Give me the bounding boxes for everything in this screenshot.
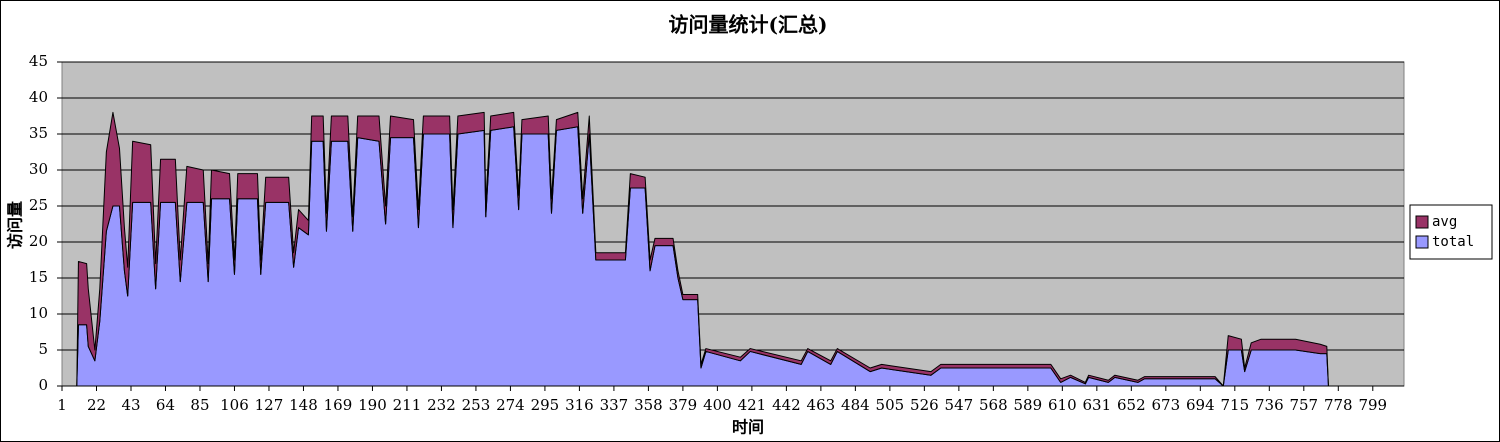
- x-tick-label: 358: [634, 396, 663, 414]
- y-tick-label: 35: [29, 124, 48, 142]
- x-tick-label: 169: [324, 396, 353, 414]
- y-tick-label: 20: [29, 232, 48, 250]
- x-tick-label: 589: [1014, 396, 1043, 414]
- x-tick-label: 715: [1220, 396, 1249, 414]
- x-tick-label: 211: [393, 396, 422, 414]
- x-tick-label: 757: [1289, 396, 1318, 414]
- y-axis-title: 访问量: [6, 201, 25, 249]
- x-tick-label: 484: [841, 396, 870, 414]
- legend-label: total: [1432, 234, 1474, 250]
- x-tick-label: 631: [1083, 396, 1112, 414]
- x-tick-label: 106: [220, 396, 249, 414]
- x-tick-label: 442: [772, 396, 801, 414]
- x-tick-label: 43: [121, 396, 140, 414]
- x-axis-title: 时间: [732, 418, 764, 437]
- x-tick-label: 610: [1048, 396, 1077, 414]
- y-tick-label: 40: [29, 88, 48, 106]
- x-tick-label: 400: [703, 396, 732, 414]
- x-tick-label: 778: [1324, 396, 1353, 414]
- legend-swatch: [1415, 215, 1429, 229]
- x-tick-label: 463: [807, 396, 836, 414]
- x-tick-label: 694: [1186, 396, 1215, 414]
- x-tick-label: 652: [1117, 396, 1146, 414]
- x-tick-label: 295: [531, 396, 560, 414]
- x-tick-label: 85: [190, 396, 209, 414]
- x-tick-label: 274: [496, 396, 525, 414]
- x-tick-label: 148: [289, 396, 318, 414]
- x-tick-label: 1: [57, 396, 67, 414]
- x-tick-label: 316: [565, 396, 594, 414]
- legend-swatch: [1415, 235, 1429, 249]
- y-tick-label: 45: [29, 52, 48, 70]
- x-tick-label: 547: [945, 396, 974, 414]
- x-tick-label: 799: [1358, 396, 1387, 414]
- legend-box: [1409, 204, 1493, 260]
- x-tick-label: 253: [462, 396, 491, 414]
- x-tick-label: 673: [1152, 396, 1181, 414]
- x-tick-label: 421: [738, 396, 767, 414]
- x-tick-label: 22: [87, 396, 106, 414]
- y-tick-label: 0: [38, 376, 48, 394]
- y-tick-label: 30: [29, 160, 48, 178]
- y-tick-label: 25: [29, 196, 48, 214]
- x-tick-label: 232: [427, 396, 456, 414]
- x-tick-label: 505: [876, 396, 905, 414]
- y-tick-label: 10: [29, 304, 48, 322]
- x-tick-label: 379: [669, 396, 698, 414]
- x-tick-label: 190: [358, 396, 387, 414]
- x-tick-label: 568: [979, 396, 1008, 414]
- x-tick-label: 337: [600, 396, 629, 414]
- x-tick-label: 526: [910, 396, 939, 414]
- x-tick-label: 736: [1255, 396, 1284, 414]
- y-tick-label: 5: [38, 340, 48, 358]
- chart-title: 访问量统计(汇总): [669, 13, 828, 37]
- x-tick-label: 64: [156, 396, 175, 414]
- y-tick-label: 15: [29, 268, 48, 286]
- legend-label: avg: [1432, 214, 1457, 230]
- x-tick-label: 127: [255, 396, 284, 414]
